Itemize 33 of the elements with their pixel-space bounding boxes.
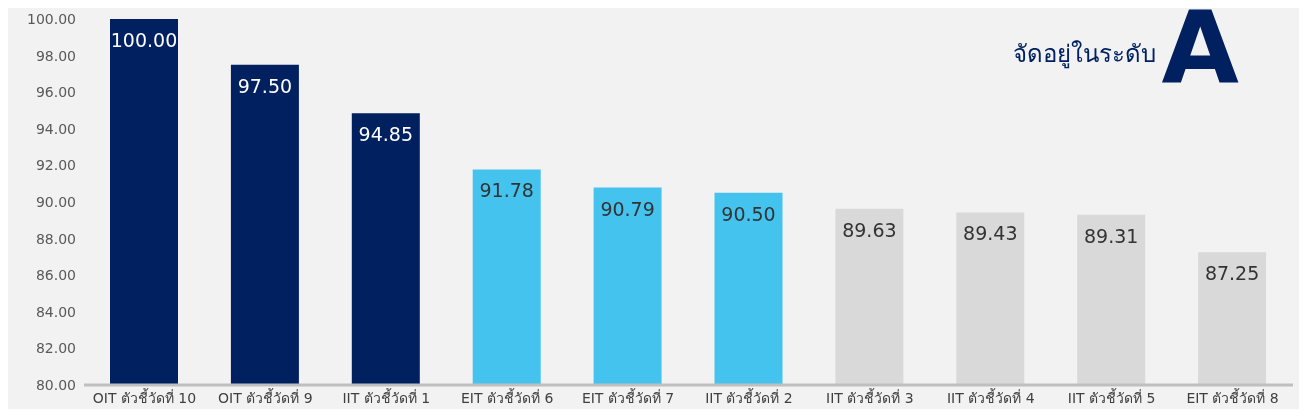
data-label: 90.50 (721, 202, 776, 225)
x-tick-label: EIT ตัวชี้วัดที่ 6 (460, 387, 554, 406)
x-tick-label: IIT ตัวชี้วัดที่ 2 (705, 387, 793, 406)
data-label: 89.63 (842, 218, 897, 241)
y-tick-label: 88.00 (35, 230, 76, 247)
x-tick-label: IIT ตัวชี้วัดที่ 4 (946, 387, 1035, 406)
x-tick-label: EIT ตัวชี้วัดที่ 8 (1186, 387, 1279, 406)
x-tick-label: IIT ตัวชี้วัดที่ 5 (1067, 387, 1156, 406)
annotation: A (1161, 0, 1239, 106)
data-label: 87.25 (1204, 262, 1260, 285)
data-label: 91.78 (479, 179, 534, 202)
y-tick-label: 82.00 (35, 340, 76, 357)
y-tick-label: 92.00 (35, 157, 76, 174)
y-tick-label: 90.00 (35, 193, 76, 210)
data-label: 100.00 (110, 29, 178, 51)
y-tick-label: 80.00 (35, 376, 76, 393)
y-tick-label: 96.00 (35, 84, 76, 101)
data-label: 89.31 (1084, 224, 1139, 247)
x-tick-label: OIT ตัวชี้วัดที่ 9 (218, 387, 313, 406)
y-tick-label: 86.00 (35, 267, 76, 284)
y-tick-label: 94.00 (35, 120, 76, 137)
data-label: 89.43 (963, 222, 1018, 245)
y-tick-label: 98.00 (35, 47, 76, 64)
y-tick-label: 84.00 (35, 303, 76, 320)
data-label: 94.85 (358, 123, 413, 146)
data-label: 90.79 (600, 197, 655, 220)
x-tick-label: OIT ตัวชี้วัดที่ 10 (92, 387, 197, 406)
y-tick-label: 100.00 (27, 10, 76, 27)
x-tick-label: IIT ตัวชี้วัดที่ 1 (342, 387, 431, 406)
x-tick-label: EIT ตัวชี้วัดที่ 7 (581, 387, 675, 406)
annotation: จัดอยู่ในระดับ (1013, 39, 1156, 71)
x-tick-label: IIT ตัวชี้วัดที่ 3 (826, 387, 914, 406)
data-label: 97.50 (237, 74, 293, 97)
